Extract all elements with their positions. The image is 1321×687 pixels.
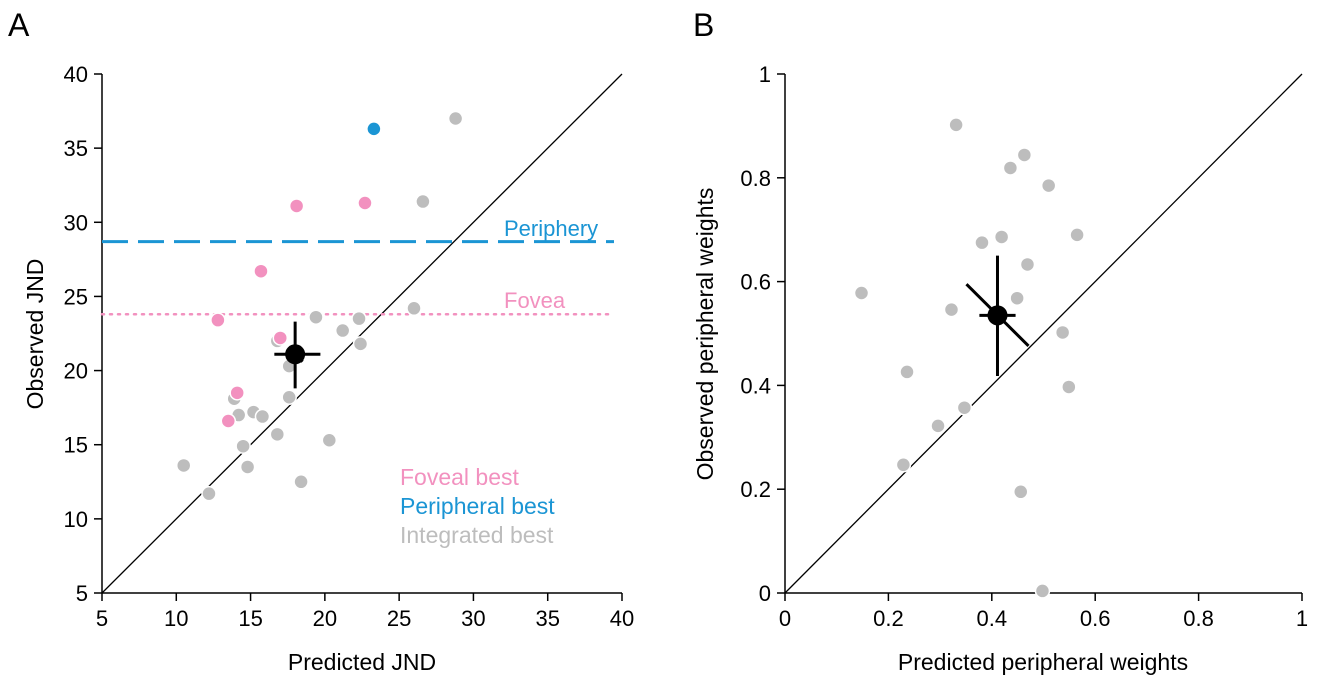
panel-b-y-axis-label: Observed peripheral weights xyxy=(692,188,718,481)
integrated-best-point xyxy=(930,418,946,434)
panel-b-y-tick-label: 0.6 xyxy=(740,270,771,295)
integrated-best-point xyxy=(1002,160,1019,176)
peripheral-best-point xyxy=(366,121,382,137)
integrated-best-point xyxy=(1009,290,1025,306)
panel-b: B 0 0.2 0.4 0.6 0.8 1 0 0.2 0.4 0.6 0.8 1 Predicted… xyxy=(692,7,1308,675)
panel-b-marks: 0 0.2 0.4 0.6 0.8 1 0 0.2 0.4 0.6 0.8 1 xyxy=(740,62,1308,631)
panel-b-x-axis-label: Predicted peripheral weights xyxy=(898,649,1188,675)
integrated-best-point xyxy=(321,432,338,449)
panel-b-identity-line xyxy=(784,73,1303,594)
panel-a-y-tick-label: 40 xyxy=(64,62,88,87)
panel-b-y-tick-label: 1 xyxy=(759,62,771,87)
panel-a-x-tick-label: 5 xyxy=(96,606,108,631)
panel-a-y-tick-label: 5 xyxy=(76,581,88,606)
panel-a-x-axis-label: Predicted JND xyxy=(288,649,436,675)
integrated-best-point xyxy=(1069,227,1085,243)
panel-a-x-tick-label: 10 xyxy=(164,606,188,631)
panel-a-x-tick-label: 35 xyxy=(535,606,559,631)
integrated-best-point xyxy=(1054,324,1071,341)
legend-integrated-best: Integrated best xyxy=(400,522,554,548)
integrated-best-point xyxy=(1040,177,1057,194)
panel-a-marks: 5 10 15 20 25 30 35 40 5 10 15 20 25 30 35 40 xyxy=(64,62,635,631)
integrated-best-point xyxy=(1013,484,1029,500)
panel-b-y-tick-label: 0 xyxy=(759,581,771,606)
fovea-line-label: Fovea xyxy=(504,288,566,313)
panel-b-x-tick-label: 0.4 xyxy=(977,606,1008,631)
integrated-best-point xyxy=(1016,147,1033,163)
integrated-best-point xyxy=(1019,256,1036,273)
foveal-best-point xyxy=(288,198,305,214)
panel-b-x-tick-label: 1 xyxy=(1296,606,1308,631)
integrated-best-point xyxy=(974,234,990,251)
integrated-best-point xyxy=(406,300,422,317)
integrated-best-point xyxy=(1034,583,1051,599)
panel-a-x-tick-label: 15 xyxy=(238,606,262,631)
integrated-best-point xyxy=(899,364,915,380)
integrated-best-point xyxy=(235,438,251,454)
foveal-best-point xyxy=(210,312,226,328)
integrated-best-point xyxy=(293,474,309,490)
panel-b-x-tick-label: 0 xyxy=(779,606,791,631)
foveal-best-point xyxy=(220,413,237,429)
integrated-best-point xyxy=(254,408,271,425)
panel-a: A 5 10 15 20 25 30 35 40 5 10 15 20 25 30 35 40 Predict… xyxy=(8,7,634,675)
panel-b-x-tick-label: 0.6 xyxy=(1080,606,1111,631)
integrated-best-point xyxy=(269,426,286,443)
foveal-best-point xyxy=(253,263,269,279)
panel-b-label: B xyxy=(693,7,714,43)
panel-b-mean-point xyxy=(987,305,1008,326)
periphery-line-label: Periphery xyxy=(504,216,598,241)
panel-a-x-tick-label: 30 xyxy=(461,606,485,631)
legend: Foveal best Peripheral best Integrated b… xyxy=(400,464,555,548)
panel-a-y-axis-label: Observed JND xyxy=(22,259,48,410)
panel-a-mean-point xyxy=(285,344,306,365)
panel-a-y-tick-label: 35 xyxy=(64,136,88,161)
foveal-best-point xyxy=(229,385,245,401)
integrated-best-point xyxy=(351,310,367,327)
integrated-best-point xyxy=(334,322,351,339)
foveal-best-point xyxy=(357,195,373,211)
panel-a-label: A xyxy=(8,7,30,43)
panel-a-x-tick-label: 20 xyxy=(313,606,337,631)
panel-b-y-tick-label: 0.8 xyxy=(740,166,771,191)
legend-peripheral-best: Peripheral best xyxy=(400,493,555,519)
panel-a-y-tick-label: 20 xyxy=(64,359,88,384)
integrated-best-point xyxy=(201,485,217,502)
integrated-best-point xyxy=(853,285,870,301)
integrated-best-point xyxy=(993,229,1010,245)
panel-b-x-tick-label: 0.8 xyxy=(1183,606,1214,631)
panel-a-x-tick-label: 40 xyxy=(610,606,634,631)
integrated-best-point xyxy=(175,457,192,474)
integrated-best-point xyxy=(281,389,297,406)
foveal-best-point xyxy=(272,330,289,346)
integrated-best-point xyxy=(352,336,369,352)
panel-a-x-tick-label: 25 xyxy=(387,606,411,631)
panel-a-y-tick-label: 25 xyxy=(64,284,88,309)
integrated-best-point xyxy=(1061,379,1077,395)
integrated-best-point xyxy=(948,117,964,133)
integrated-best-point xyxy=(943,301,960,318)
integrated-best-point xyxy=(956,399,973,416)
integrated-best-point xyxy=(447,110,464,127)
panel-b-y-tick-label: 0.4 xyxy=(740,373,771,398)
integrated-best-point xyxy=(308,309,324,325)
legend-foveal-best: Foveal best xyxy=(400,464,520,490)
integrated-best-point xyxy=(415,193,431,210)
panel-b-x-tick-label: 0.2 xyxy=(873,606,904,631)
panel-a-y-tick-label: 30 xyxy=(64,210,88,235)
integrated-best-point xyxy=(895,457,912,473)
integrated-best-point xyxy=(239,459,256,475)
panel-a-y-tick-label: 10 xyxy=(64,507,88,532)
panel-a-y-tick-label: 15 xyxy=(64,433,88,458)
panel-b-y-tick-label: 0.2 xyxy=(740,477,771,502)
panel-a-identity-line xyxy=(101,73,623,594)
